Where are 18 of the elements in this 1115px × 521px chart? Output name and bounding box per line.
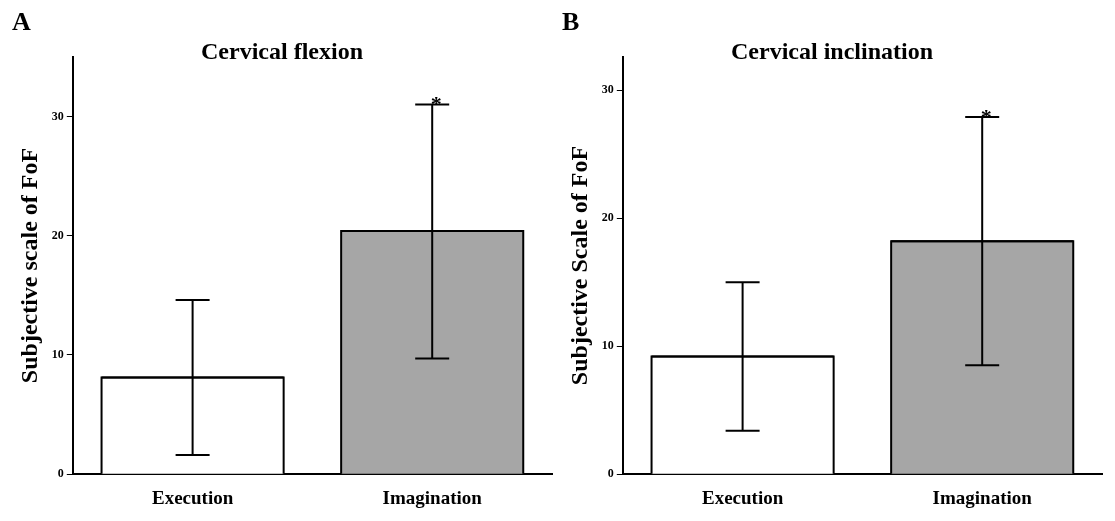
x-tick-label: Execution xyxy=(701,486,784,508)
text: A xyxy=(12,6,31,36)
y-tick-label: 10 xyxy=(601,338,614,353)
y-tick-label: 0 xyxy=(607,466,614,481)
x-tick-label: Imagination xyxy=(932,486,1033,508)
y-tick-label: 20 xyxy=(601,210,614,225)
y-tick-label: 30 xyxy=(51,108,64,123)
y-axis-title: Subjective scale of FoF xyxy=(15,147,42,384)
y-axis-title: Subjective Scale of FoF xyxy=(565,145,592,386)
x-tick-label: Execution xyxy=(151,486,234,508)
y-tick-label: 30 xyxy=(601,82,614,97)
chart-title: Cervical flexion xyxy=(201,37,363,64)
x-tick-label: Imagination xyxy=(382,486,483,508)
y-tick-label: 0 xyxy=(57,466,64,481)
y-tick-label: 10 xyxy=(51,347,64,362)
chart-title: Cervical inclination xyxy=(731,37,933,64)
y-tick-label: 20 xyxy=(51,227,64,242)
text: B xyxy=(562,6,580,36)
